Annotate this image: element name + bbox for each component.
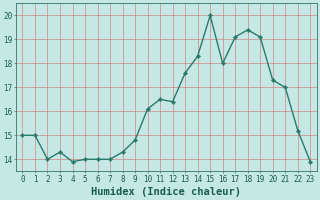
X-axis label: Humidex (Indice chaleur): Humidex (Indice chaleur) xyxy=(92,186,241,197)
